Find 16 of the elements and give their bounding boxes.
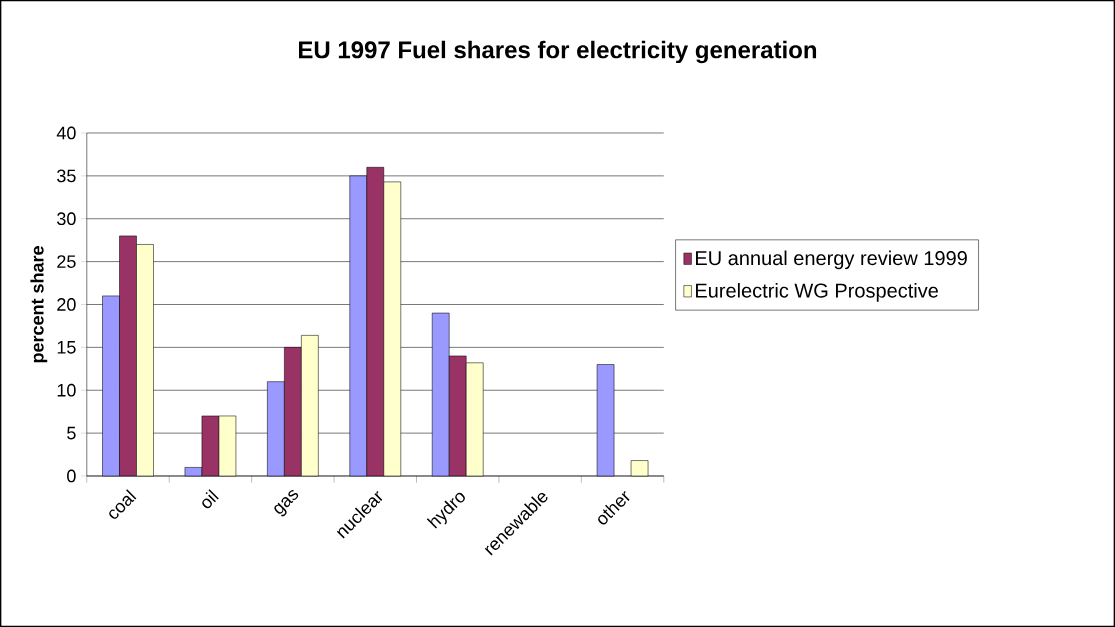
- x-tick-label: gas: [274, 490, 299, 517]
- y-tick-label: 25: [57, 255, 76, 268]
- legend-label: Eurelectric WG Prospective: [696, 282, 938, 302]
- y-tick-label: 5: [67, 426, 76, 440]
- y-tick-label: 20: [57, 298, 76, 311]
- y-tick-label: 15: [57, 341, 76, 354]
- chart-title: EU 1997 Fuel shares for electricity generation: [299, 40, 817, 64]
- legend-label: EU annual energy review 1999: [696, 250, 967, 270]
- y-axis-title: percent share: [30, 246, 48, 363]
- x-tick-label: oil: [202, 489, 219, 509]
- y-tick-label: 35: [57, 169, 76, 183]
- y-tick-label: 40: [56, 126, 76, 140]
- x-tick-label: coal: [109, 489, 137, 519]
- y-tick-label: 10: [57, 383, 76, 397]
- y-tick-label: 0: [67, 469, 76, 483]
- y-tick-label: 30: [57, 212, 76, 226]
